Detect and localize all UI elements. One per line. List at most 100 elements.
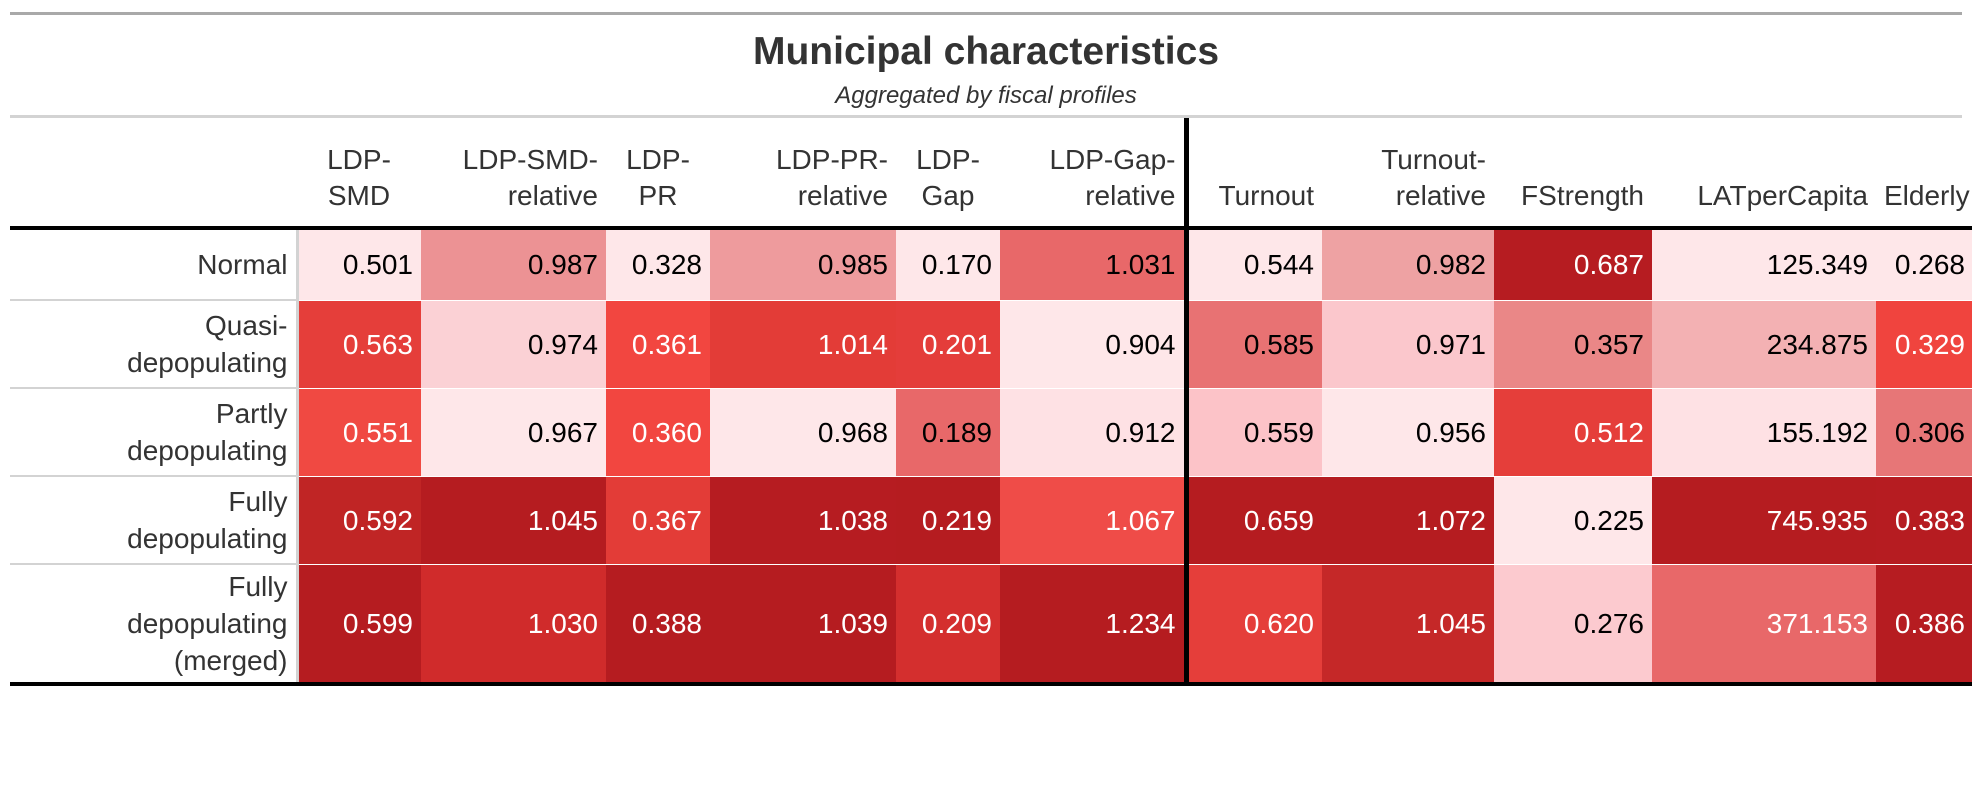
table-cell: 1.030 xyxy=(421,564,606,686)
table-cell: 0.659 xyxy=(1183,476,1322,565)
table-cell: 0.592 xyxy=(297,476,421,565)
table-cell: 125.349 xyxy=(1652,228,1876,301)
column-header-line: PR xyxy=(638,180,678,211)
header-row: LDP- SMD LDP-SMD-relative LDP- PR LDP-PR-rela… xyxy=(10,118,1972,228)
column-header-line: Elderly xyxy=(1884,180,1970,211)
table-cell: 0.967 xyxy=(421,388,606,477)
column-header-line: relative xyxy=(1395,180,1486,211)
row-label-line: depopulating xyxy=(127,435,288,466)
table-cell: 0.971 xyxy=(1322,300,1494,389)
column-header: FStrength xyxy=(1494,118,1652,228)
table-cell: 234.875 xyxy=(1652,300,1876,389)
column-header-line: SMD xyxy=(327,180,391,211)
row-label: Quasi-depopulating xyxy=(10,300,299,389)
table-cell: 0.544 xyxy=(1183,228,1322,301)
table-cell: 0.219 xyxy=(896,476,1000,565)
table-cell: 1.072 xyxy=(1322,476,1494,565)
table-cell: 0.982 xyxy=(1322,228,1494,301)
table-row: Partly depopulating 0.551 0.967 0.360 0.968 0.… xyxy=(10,388,1972,477)
table-cell: 0.599 xyxy=(297,564,421,686)
table-cell: 371.153 xyxy=(1652,564,1876,686)
table-cell: 0.956 xyxy=(1322,388,1494,477)
column-header: LDP- PR xyxy=(606,118,710,228)
table-cell: 0.687 xyxy=(1494,228,1652,301)
table-body: Normal 0.501 0.987 0.328 0.985 0.170 1.031 0.54… xyxy=(10,228,1972,686)
table-cell: 0.904 xyxy=(1000,300,1186,389)
table-cell: 0.367 xyxy=(606,476,710,565)
column-header: LDP-SMD-relative xyxy=(421,118,606,228)
table-row: Normal 0.501 0.987 0.328 0.985 0.170 1.031 0.54… xyxy=(10,228,1972,301)
row-label-line: Fully xyxy=(228,486,288,517)
table-container: Municipal characteristics Aggregated by … xyxy=(10,12,1972,686)
table-cell: 0.276 xyxy=(1494,564,1652,686)
column-header-line: relative xyxy=(1085,180,1176,211)
column-header-line: LDP-Gap- xyxy=(1049,144,1176,175)
table-cell: 1.067 xyxy=(1000,476,1186,565)
table-cell: 1.014 xyxy=(710,300,896,389)
table-cell: 0.209 xyxy=(896,564,1000,686)
table-cell: 0.357 xyxy=(1494,300,1652,389)
column-header-line: relative xyxy=(507,180,598,211)
header-rule xyxy=(10,115,1962,118)
column-header-line: LDP- xyxy=(916,144,980,175)
table-cell: 0.551 xyxy=(297,388,421,477)
top-rule xyxy=(10,12,1962,15)
row-label: Partly depopulating xyxy=(10,388,299,477)
row-label: Normal xyxy=(10,228,299,301)
table-cell: 0.912 xyxy=(1000,388,1186,477)
column-header-line: relative xyxy=(797,180,888,211)
table-title: Municipal characteristics xyxy=(752,30,1220,73)
stub-header xyxy=(10,118,297,228)
table-cell: 0.585 xyxy=(1183,300,1322,389)
column-header-line: LDP- xyxy=(626,144,690,175)
column-header: Elderly xyxy=(1876,118,1972,228)
row-label-line: Fully xyxy=(228,571,288,602)
table-cell: 1.031 xyxy=(1000,228,1186,301)
column-header-line: Turnout- xyxy=(1381,144,1486,175)
column-header-line: Turnout xyxy=(1218,180,1314,211)
table-cell: 0.563 xyxy=(297,300,421,389)
row-label-line: depopulating xyxy=(127,347,288,378)
table-cell: 0.170 xyxy=(896,228,1000,301)
table-cell: 0.974 xyxy=(421,300,606,389)
row-label-line: Partly xyxy=(215,398,288,429)
row-label: Fully depopulating xyxy=(10,476,299,565)
row-label-line: depopulating xyxy=(127,523,288,554)
row-label-line: depopulating xyxy=(127,608,288,639)
row-label-line: Normal xyxy=(197,249,288,280)
table-cell: 0.383 xyxy=(1876,476,1972,565)
table-cell: 0.361 xyxy=(606,300,710,389)
table-cell: 0.512 xyxy=(1494,388,1652,477)
table-cell: 0.501 xyxy=(297,228,421,301)
table-row: Fully depopulating (merged) 0.599 1.030 0.388… xyxy=(10,564,1972,686)
table-row: Quasi-depopulating 0.563 0.974 0.361 1.014 0.… xyxy=(10,300,1972,389)
table-cell: 0.328 xyxy=(606,228,710,301)
column-header-line: Gap xyxy=(921,180,975,211)
table-cell: 1.234 xyxy=(1000,564,1186,686)
table-cell: 1.038 xyxy=(710,476,896,565)
column-header: Turnout xyxy=(1183,118,1322,228)
column-header: LDP-Gap-relative xyxy=(1000,118,1186,228)
column-header-line: LDP-SMD- xyxy=(462,144,598,175)
table-cell: 0.360 xyxy=(606,388,710,477)
table-cell: 1.045 xyxy=(421,476,606,565)
table-cell: 0.268 xyxy=(1876,228,1972,301)
column-header: LDP-PR-relative xyxy=(710,118,896,228)
table-cell: 0.968 xyxy=(710,388,896,477)
table-cell: 0.987 xyxy=(421,228,606,301)
column-header-line: FStrength xyxy=(1521,180,1644,211)
table-cell: 0.620 xyxy=(1183,564,1322,686)
table-cell: 0.201 xyxy=(896,300,1000,389)
column-header-line: LDP-PR- xyxy=(775,144,888,175)
table-subtitle: Aggregated by fiscal profiles xyxy=(835,82,1137,109)
table-cell: 0.329 xyxy=(1876,300,1972,389)
table-cell: 1.045 xyxy=(1322,564,1494,686)
column-header-line: LDP- xyxy=(327,144,391,175)
table-cell: 0.559 xyxy=(1183,388,1322,477)
table-row: Fully depopulating 0.592 1.045 0.367 1.038 0.2… xyxy=(10,476,1972,565)
table-cell: 0.189 xyxy=(896,388,1000,477)
column-header: LDP- SMD xyxy=(297,118,421,228)
data-table: LDP- SMD LDP-SMD-relative LDP- PR LDP-PR-rela… xyxy=(10,118,1972,686)
row-label-line: (merged) xyxy=(173,645,288,676)
row-label: Fully depopulating (merged) xyxy=(10,564,299,686)
